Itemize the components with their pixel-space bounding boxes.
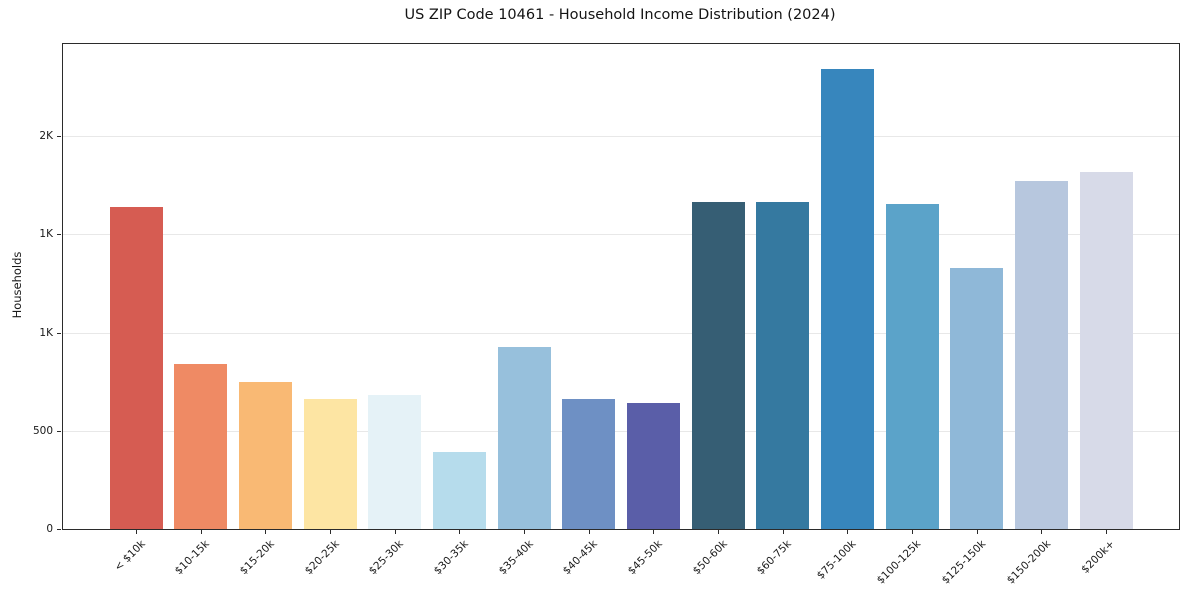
x-tick-label: $40-45k: [561, 538, 601, 578]
plot-area: 0 500 1K 1K 2K < $10k $10-15k $15-20k $20-25k $25…: [33, 43, 1180, 587]
x-tick-label: $125-150k: [939, 538, 989, 587]
bar-15-20k: [238, 382, 292, 529]
x-axis-tick: [782, 530, 784, 534]
y-axis-label: Households: [10, 251, 24, 319]
x-axis-tick: [653, 530, 655, 534]
x-axis-tick: [718, 530, 719, 534]
x-axis-tick: [1041, 530, 1043, 534]
gridline-1000: [63, 332, 1179, 334]
bar-40-45k: [562, 399, 616, 529]
bar-10-15k: [174, 364, 228, 529]
x-tick-label: $25-30k: [367, 538, 407, 578]
x-axis-tick: [265, 530, 267, 534]
x-axis-tick: [847, 530, 849, 534]
x-tick-label: $35-40k: [496, 538, 536, 578]
x-tick-label: $30-35k: [431, 538, 471, 578]
x-axis-tick: [588, 530, 590, 534]
bar-35-40k: [497, 346, 551, 529]
x-axis-tick: [912, 530, 913, 534]
x-tick-label: $10-15k: [173, 538, 213, 578]
bar-50-60k: [691, 201, 745, 529]
bar-45-50k: [626, 402, 680, 529]
x-tick-label: $20-25k: [302, 538, 342, 578]
x-tick-label: $75-100k: [815, 538, 859, 582]
bar-125-150k: [950, 268, 1004, 529]
y-axis-tick: [57, 430, 61, 432]
x-axis-tick: [976, 530, 978, 534]
chart-title: US ZIP Code 10461 - Household Income Dis…: [404, 7, 836, 23]
x-tick-label: $200k+: [1079, 538, 1118, 576]
y-tick-label: 500: [32, 424, 53, 437]
x-tick-label: $50-60k: [690, 538, 730, 578]
bar-60-75k: [756, 202, 810, 529]
bar-100-125k: [885, 204, 939, 529]
x-axis-tick: [1106, 530, 1107, 534]
y-axis-tick: [57, 529, 61, 530]
x-axis-tick: [330, 530, 331, 534]
bar-30-35k: [432, 452, 486, 529]
x-axis-tick: [524, 530, 525, 534]
y-axis-tick: [57, 136, 61, 138]
gridline-1500: [63, 234, 1179, 236]
y-tick-label: 1K: [39, 326, 53, 339]
x-axis-tick: [394, 530, 396, 534]
bar-10k: [109, 206, 163, 529]
y-axis-tick: [57, 234, 61, 236]
bar-20-25k: [303, 398, 357, 529]
y-tick-label: 2K: [39, 130, 53, 143]
y-axis-tick: [57, 332, 61, 334]
bar-150-200k: [1014, 180, 1068, 529]
x-tick-label: $60-75k: [755, 538, 795, 578]
bar-75-100k: [820, 68, 874, 529]
x-axis-tick: [200, 530, 202, 534]
y-tick-label: 0: [46, 523, 53, 535]
x-axis-tick: [459, 530, 461, 534]
gridline-2000: [63, 136, 1179, 138]
x-tick-label: $100-125k: [874, 538, 924, 587]
gridline-500: [63, 430, 1179, 432]
bar-200k+: [1079, 171, 1133, 529]
x-tick-label: < $10k: [111, 538, 148, 574]
x-tick-label: $45-50k: [625, 538, 665, 578]
y-tick-label: 1K: [39, 228, 53, 241]
bar-25-30k: [368, 395, 422, 529]
x-axis-tick: [136, 530, 137, 534]
x-tick-label: $15-20k: [237, 538, 277, 578]
x-tick-label: $150-200k: [1004, 538, 1053, 587]
